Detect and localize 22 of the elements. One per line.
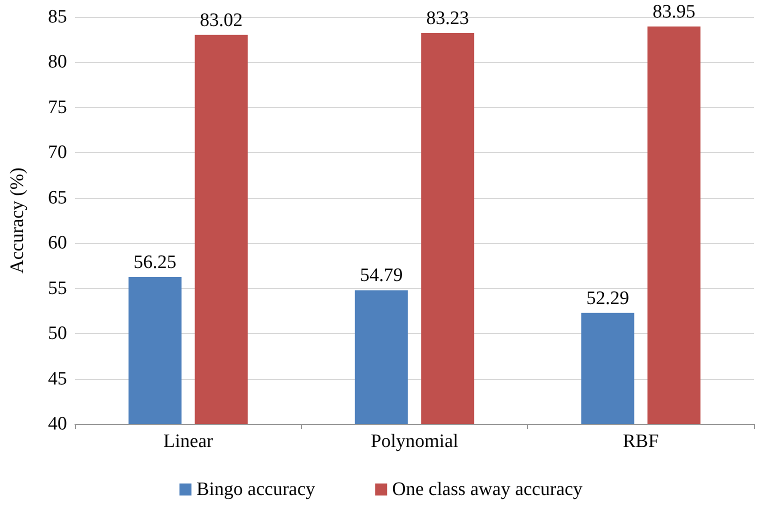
y-tick-label: 45 [48, 368, 67, 390]
y-tick-label: 60 [48, 232, 67, 254]
data-label: 83.95 [652, 1, 696, 22]
data-label: 83.23 [426, 8, 469, 30]
x-tick-label: Linear [163, 431, 214, 452]
x-tick-label: Polynomial [370, 431, 458, 452]
y-tick-label: 40 [48, 414, 67, 434]
data-label: 56.25 [134, 252, 176, 274]
y-tick-label: 80 [48, 52, 67, 73]
y-tick-label: 85 [48, 6, 67, 28]
data-label: 52.29 [586, 288, 630, 309]
y-tick-label: 55 [48, 278, 67, 299]
y-tick-label: 50 [48, 323, 67, 344]
legend-label: One class away accuracy [392, 479, 584, 500]
legend-label: Bingo accuracy [196, 479, 316, 500]
y-tick-label: 75 [48, 96, 67, 118]
y-axis-title: Accuracy (%) [7, 167, 28, 274]
y-tick-label: 70 [48, 142, 67, 164]
y-tick-label: 65 [48, 187, 67, 208]
x-tick-label: RBF [622, 431, 659, 452]
data-label: 54.79 [360, 265, 403, 286]
data-label: 83.02 [200, 10, 243, 31]
